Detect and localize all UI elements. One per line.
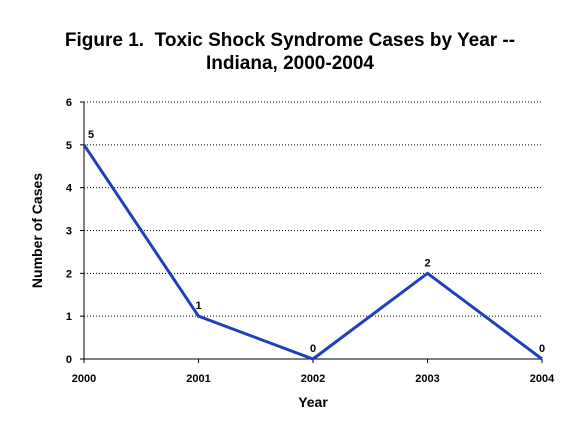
data-label: 2 xyxy=(424,257,430,269)
x-tick-label: 2001 xyxy=(186,373,210,385)
data-labels: 5 1 0 2 0 xyxy=(88,129,545,355)
x-tick-label: 2004 xyxy=(530,373,555,385)
chart-title-line-1: Figure 1. Toxic Shock Syndrome Cases by … xyxy=(64,30,516,51)
x-tick-label: 2003 xyxy=(415,373,439,385)
y-tick-label: 4 xyxy=(66,183,73,195)
y-tick-label: 5 xyxy=(66,140,72,152)
series-layer xyxy=(82,143,543,361)
x-axis-ticks: 2000 2001 2002 2003 2004 xyxy=(72,359,555,385)
gridlines xyxy=(84,101,542,317)
y-tick-label: 1 xyxy=(66,311,72,323)
x-tick-label: 2002 xyxy=(301,373,325,385)
y-tick-label: 2 xyxy=(66,268,72,280)
chart-title-line-2: Indiana, 2000-2004 xyxy=(206,53,374,74)
x-tick-label: 2000 xyxy=(72,373,96,385)
x-axis-label: Year xyxy=(298,394,328,410)
chart-title: Figure 1. Toxic Shock Syndrome Cases by … xyxy=(0,29,580,75)
data-label: 0 xyxy=(310,343,316,355)
data-label: 0 xyxy=(539,343,545,355)
data-label: 1 xyxy=(196,300,202,312)
y-tick-label: 3 xyxy=(66,226,72,238)
series-line xyxy=(82,143,543,361)
y-axis-ticks: 0 1 2 3 4 5 6 xyxy=(66,97,84,366)
y-tick-label: 6 xyxy=(66,97,72,109)
y-tick-label: 0 xyxy=(66,354,72,366)
y-axis-label: Number of Cases xyxy=(29,173,45,288)
data-label: 5 xyxy=(88,129,94,141)
